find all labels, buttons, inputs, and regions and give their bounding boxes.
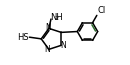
Text: HS: HS: [17, 33, 28, 42]
Text: N: N: [45, 23, 51, 32]
Text: N: N: [44, 45, 50, 54]
Text: 2: 2: [55, 16, 59, 21]
Text: N: N: [60, 41, 66, 50]
Text: Cl: Cl: [97, 6, 105, 15]
Text: NH: NH: [51, 13, 63, 22]
